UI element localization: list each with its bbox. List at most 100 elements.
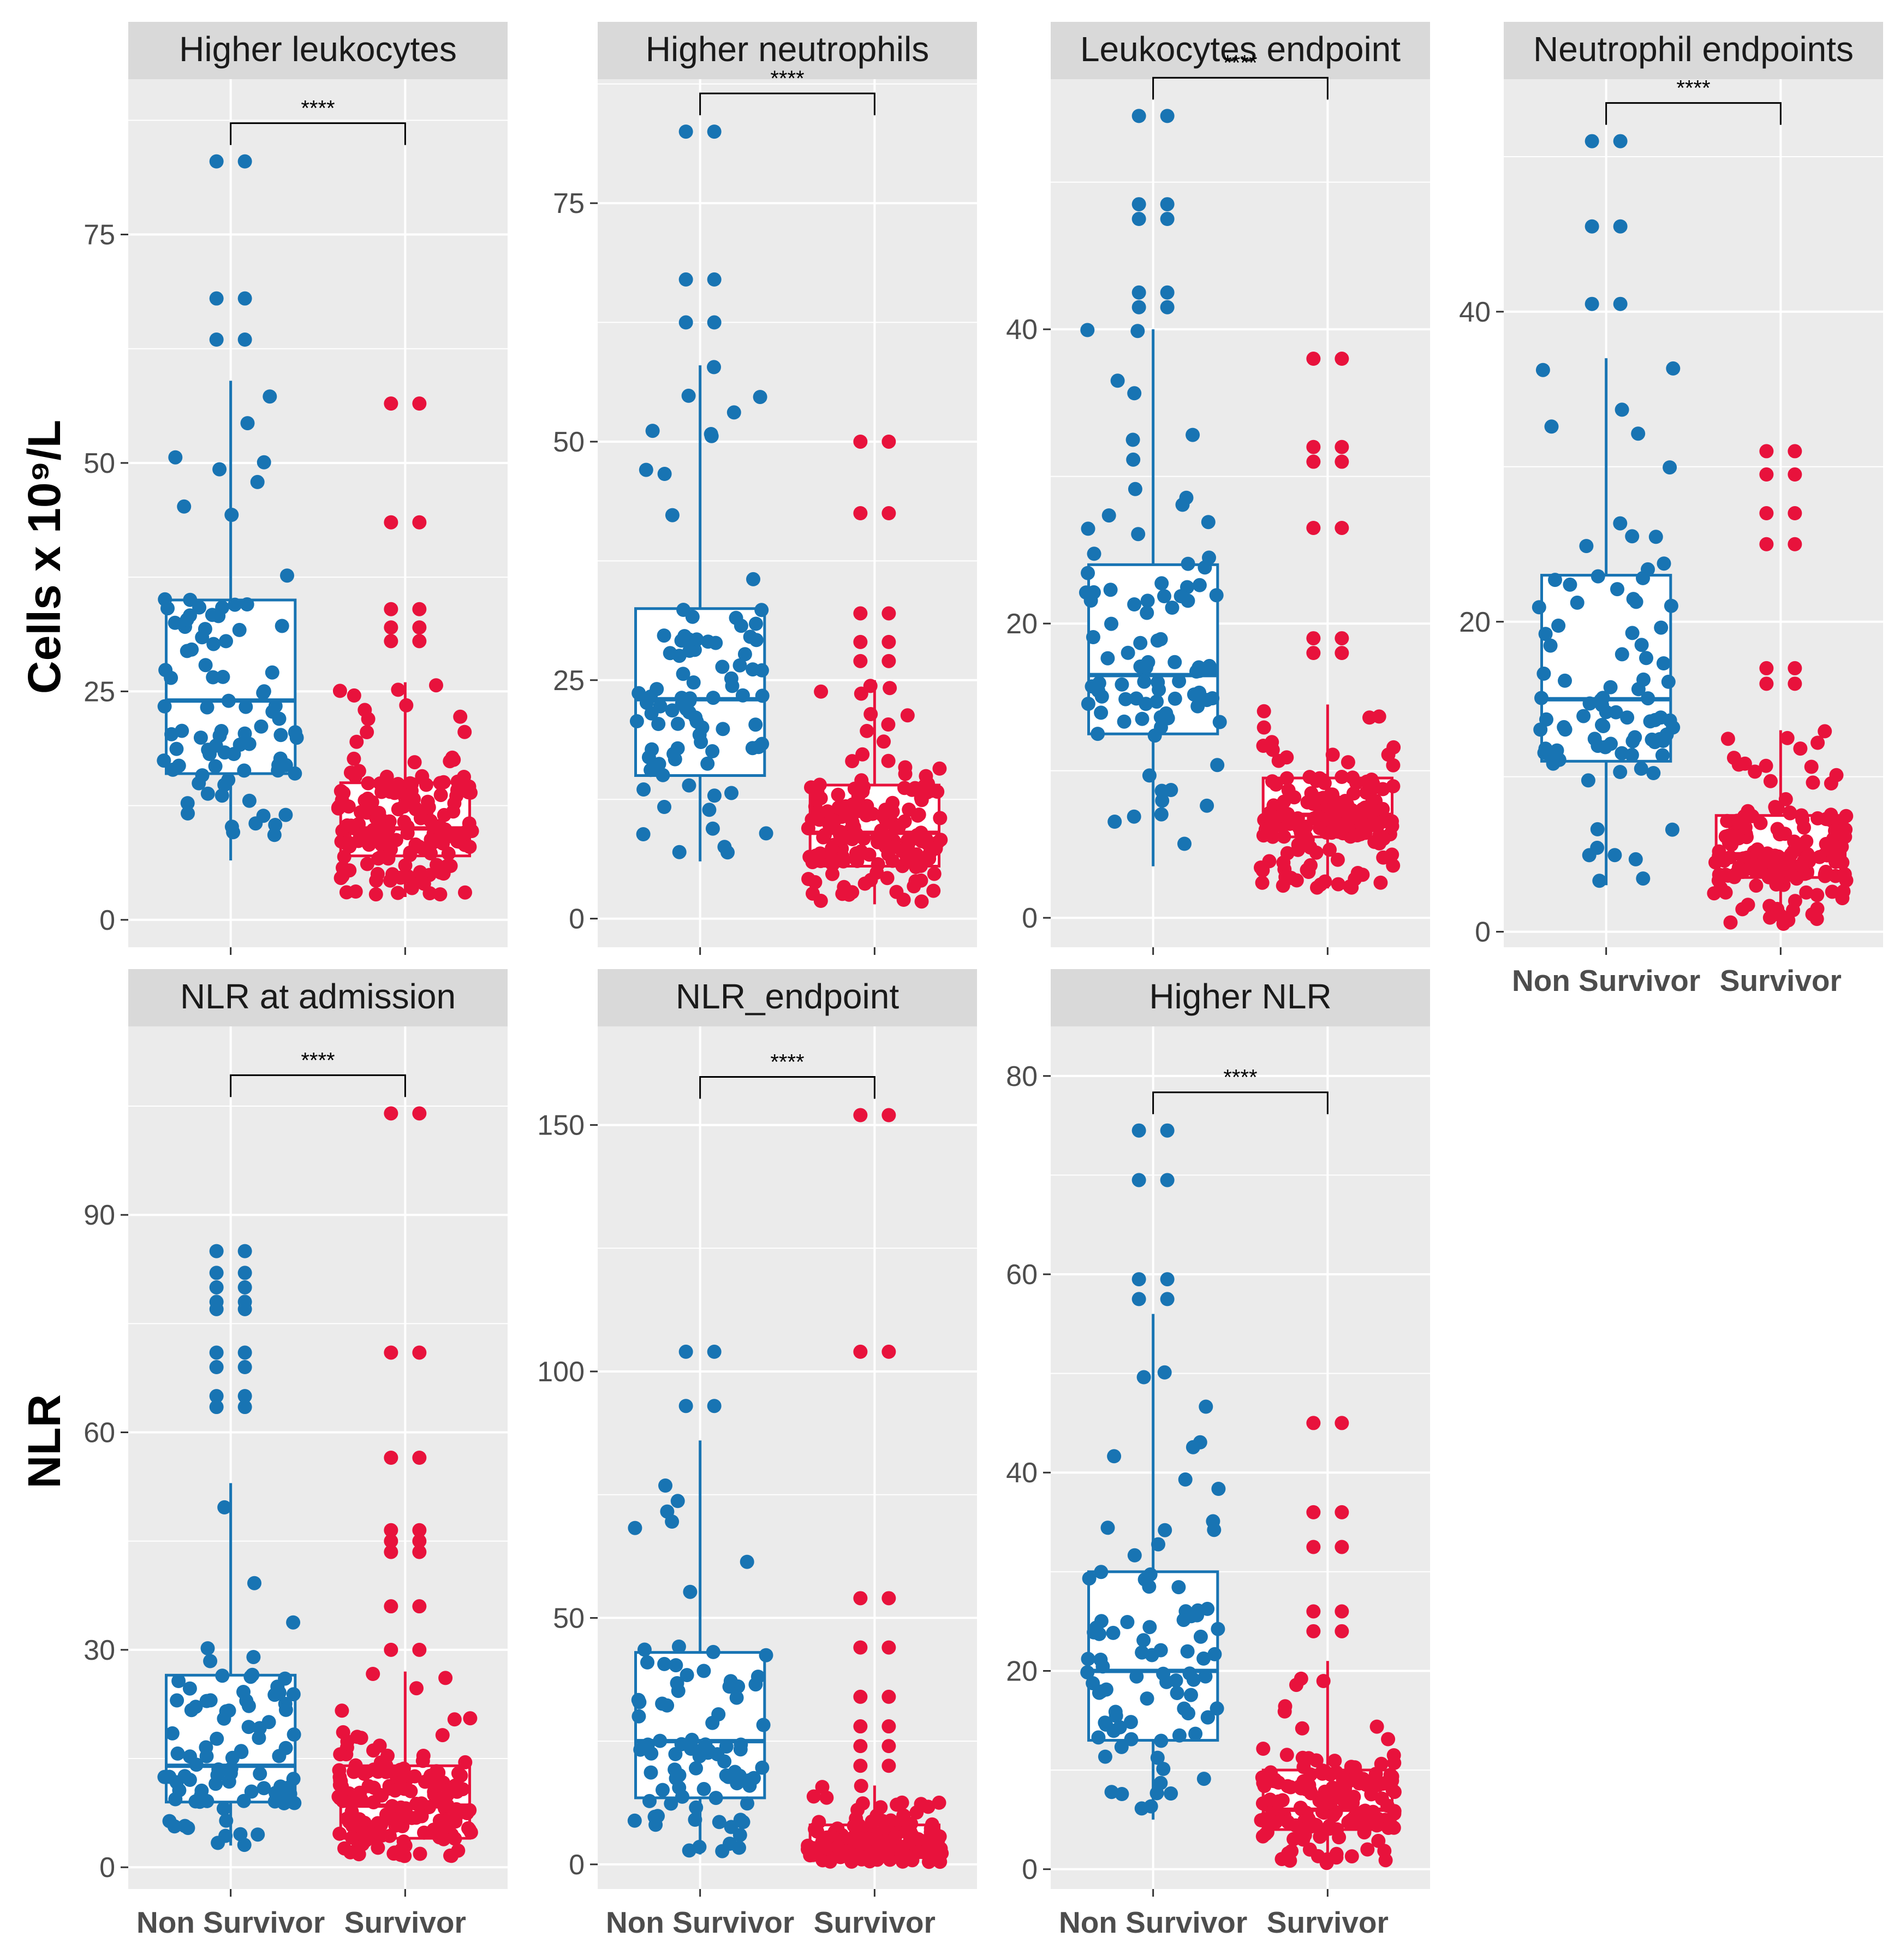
- y-tick-label: 0: [99, 1852, 115, 1884]
- outlier-point: [237, 332, 252, 347]
- outlier-point: [412, 1642, 427, 1657]
- data-point: [222, 1703, 236, 1718]
- data-point: [1386, 858, 1401, 873]
- data-point: [899, 1825, 913, 1839]
- data-point: [723, 1674, 738, 1689]
- box-survivor: [1707, 444, 1854, 931]
- x-category-label: Non Survivor: [1512, 964, 1700, 997]
- data-point: [361, 776, 376, 791]
- panel-1: Higher neutrophils 0 25 50 75 ****: [553, 22, 977, 955]
- data-point: [1837, 867, 1852, 882]
- data-point: [671, 1640, 686, 1654]
- data-point: [1284, 1844, 1299, 1858]
- data-point: [397, 1849, 412, 1863]
- outlier-point: [412, 1523, 427, 1537]
- data-point: [1359, 1778, 1373, 1792]
- data-point: [1344, 1760, 1359, 1774]
- data-point: [335, 1703, 349, 1718]
- panel-strip: [1051, 969, 1430, 1026]
- panel-6: Higher NLR 0 20 40 60 80 **** Non Survivor Survi…: [1006, 969, 1430, 1939]
- data-point: [1087, 547, 1101, 561]
- data-point: [732, 658, 747, 673]
- outlier-point: [384, 1599, 398, 1614]
- data-point: [416, 841, 431, 856]
- outlier-point: [707, 124, 722, 139]
- outlier-point: [1131, 300, 1146, 314]
- data-point: [1134, 1801, 1149, 1816]
- outlier-point: [1160, 109, 1175, 123]
- data-point: [1375, 801, 1390, 816]
- data-point: [1613, 765, 1628, 779]
- data-point: [237, 1838, 252, 1852]
- y-tick-label: 40: [1006, 314, 1038, 346]
- data-point: [1333, 1789, 1348, 1803]
- data-point: [1092, 1685, 1106, 1700]
- data-point: [904, 782, 919, 797]
- data-point: [278, 1741, 293, 1755]
- data-point: [702, 803, 717, 817]
- data-point: [223, 1766, 238, 1780]
- data-point: [1551, 619, 1566, 633]
- data-point: [1532, 600, 1546, 615]
- data-point: [927, 866, 942, 881]
- data-point: [921, 1799, 936, 1814]
- data-point: [892, 819, 906, 834]
- data-point: [1322, 1795, 1336, 1810]
- data-point: [928, 841, 943, 856]
- data-point: [404, 777, 419, 791]
- data-point: [200, 786, 215, 801]
- data-point: [696, 1781, 711, 1796]
- data-point: [723, 1837, 737, 1851]
- outlier-point: [1788, 444, 1802, 459]
- outlier-point: [412, 1545, 427, 1559]
- outlier-point: [1335, 352, 1349, 366]
- data-point: [287, 1727, 301, 1742]
- data-point: [1557, 720, 1571, 734]
- significance-stars: ****: [1223, 51, 1257, 75]
- data-point: [1150, 1750, 1165, 1765]
- data-point: [1198, 1669, 1213, 1684]
- data-point: [656, 1783, 670, 1797]
- panel-strip: [1051, 22, 1430, 79]
- outlier-point: [1788, 467, 1802, 482]
- outlier-point: [1306, 1416, 1321, 1430]
- data-point: [1548, 573, 1562, 587]
- outlier-point: [853, 1739, 868, 1754]
- data-point: [754, 603, 769, 617]
- significance-bracket: [1605, 102, 1782, 125]
- data-point: [1533, 722, 1548, 737]
- data-point: [1127, 809, 1141, 824]
- data-point: [348, 1758, 363, 1773]
- data-point: [722, 1769, 736, 1784]
- data-point: [1130, 324, 1145, 338]
- data-point: [1590, 822, 1605, 836]
- data-point: [860, 1831, 875, 1846]
- outlier-point: [412, 1534, 427, 1548]
- data-point: [457, 770, 471, 784]
- data-point: [641, 1737, 655, 1752]
- outlier-point: [881, 654, 896, 668]
- data-point: [416, 876, 431, 891]
- data-point: [1809, 912, 1824, 926]
- data-point: [1374, 1756, 1389, 1771]
- data-point: [883, 1852, 897, 1867]
- data-point: [863, 679, 878, 693]
- data-point: [452, 834, 467, 849]
- data-point: [215, 788, 229, 803]
- data-point: [462, 1803, 477, 1818]
- data-point: [1256, 704, 1271, 718]
- data-point: [1284, 871, 1299, 885]
- data-point: [1141, 655, 1156, 669]
- data-point: [930, 785, 945, 799]
- data-point: [333, 1747, 348, 1762]
- outlier-point: [1759, 506, 1774, 520]
- data-point: [1386, 758, 1401, 773]
- data-point: [1558, 673, 1572, 688]
- data-point: [847, 781, 862, 796]
- data-point: [675, 1789, 689, 1804]
- data-point: [1387, 1756, 1402, 1770]
- data-point: [1643, 714, 1658, 729]
- data-point: [1278, 1699, 1293, 1714]
- data-point: [689, 632, 704, 647]
- data-point: [224, 508, 239, 522]
